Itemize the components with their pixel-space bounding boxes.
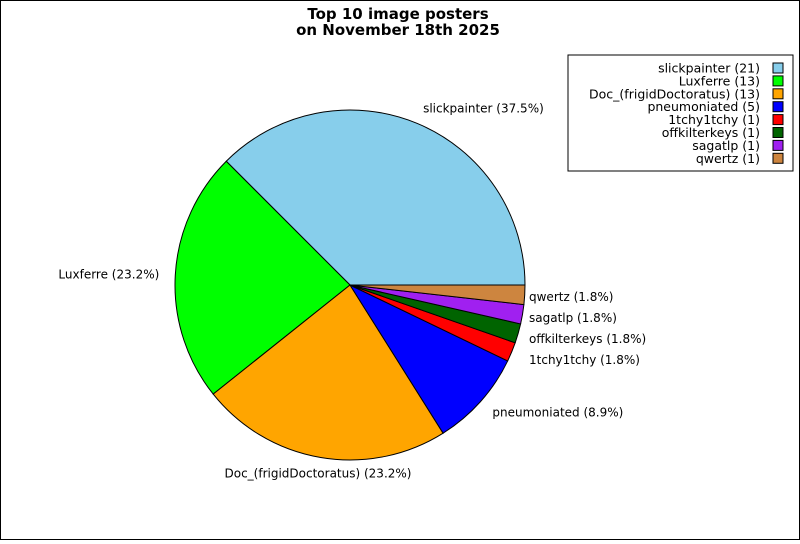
legend-label: 1tchy1tchy (1) [668,112,760,127]
legend-box [567,54,794,172]
slice-labels: slickpainter (37.5%) Luxferre (23.2%) Doc_… [58,102,646,481]
legend-swatch [772,88,784,100]
legend-swatch [772,62,784,74]
chart-title-line-2: on November 18th 2025 [296,21,500,39]
pie-slice-doc-frigiddoctoratus [212,284,444,461]
legend-label: Doc_(frigidDoctoratus) (13) [589,86,760,101]
slice-label: 1tchy1tchy (1.8%) [529,353,640,367]
pie-slice-pneumoniated [348,283,509,434]
legend: slickpainter (21)Luxferre (13)Doc_(frigi… [567,54,794,172]
legend-label: offkilterkeys (1) [662,125,760,140]
pie-slice-slickpainter [225,109,526,286]
chart-title-line-1: Top 10 image posters [307,5,488,23]
legend-swatch [772,127,784,138]
slice-label: qwertz (1.8%) [529,290,613,304]
legend-swatch [772,101,784,113]
slice-label: Luxferre (23.2%) [58,267,159,281]
legend-label: Luxferre (13) [679,73,760,88]
slice-label: sagatlp (1.8%) [529,311,617,325]
pie-slices [174,109,526,461]
pie-slice-luxferre [174,160,351,395]
legend-swatch [772,139,784,151]
slice-label: Doc_(frigidDoctoratus) (23.2%) [225,466,412,480]
legend-swatch [772,114,784,126]
legend-label: pneumoniated (5) [647,99,760,114]
legend-label: slickpainter (21) [658,61,760,76]
pie-slice-qwertz [349,284,526,306]
slice-label: slickpainter (37.5%) [423,102,544,116]
legend-swatch [772,152,784,164]
slice-label: pneumoniated (8.9%) [492,405,623,419]
legend-label: sagatlp (1) [692,138,760,153]
legend-label: qwertz (1) [696,151,760,166]
slice-label: offkilterkeys (1.8%) [529,332,646,346]
legend-swatch [772,75,784,87]
